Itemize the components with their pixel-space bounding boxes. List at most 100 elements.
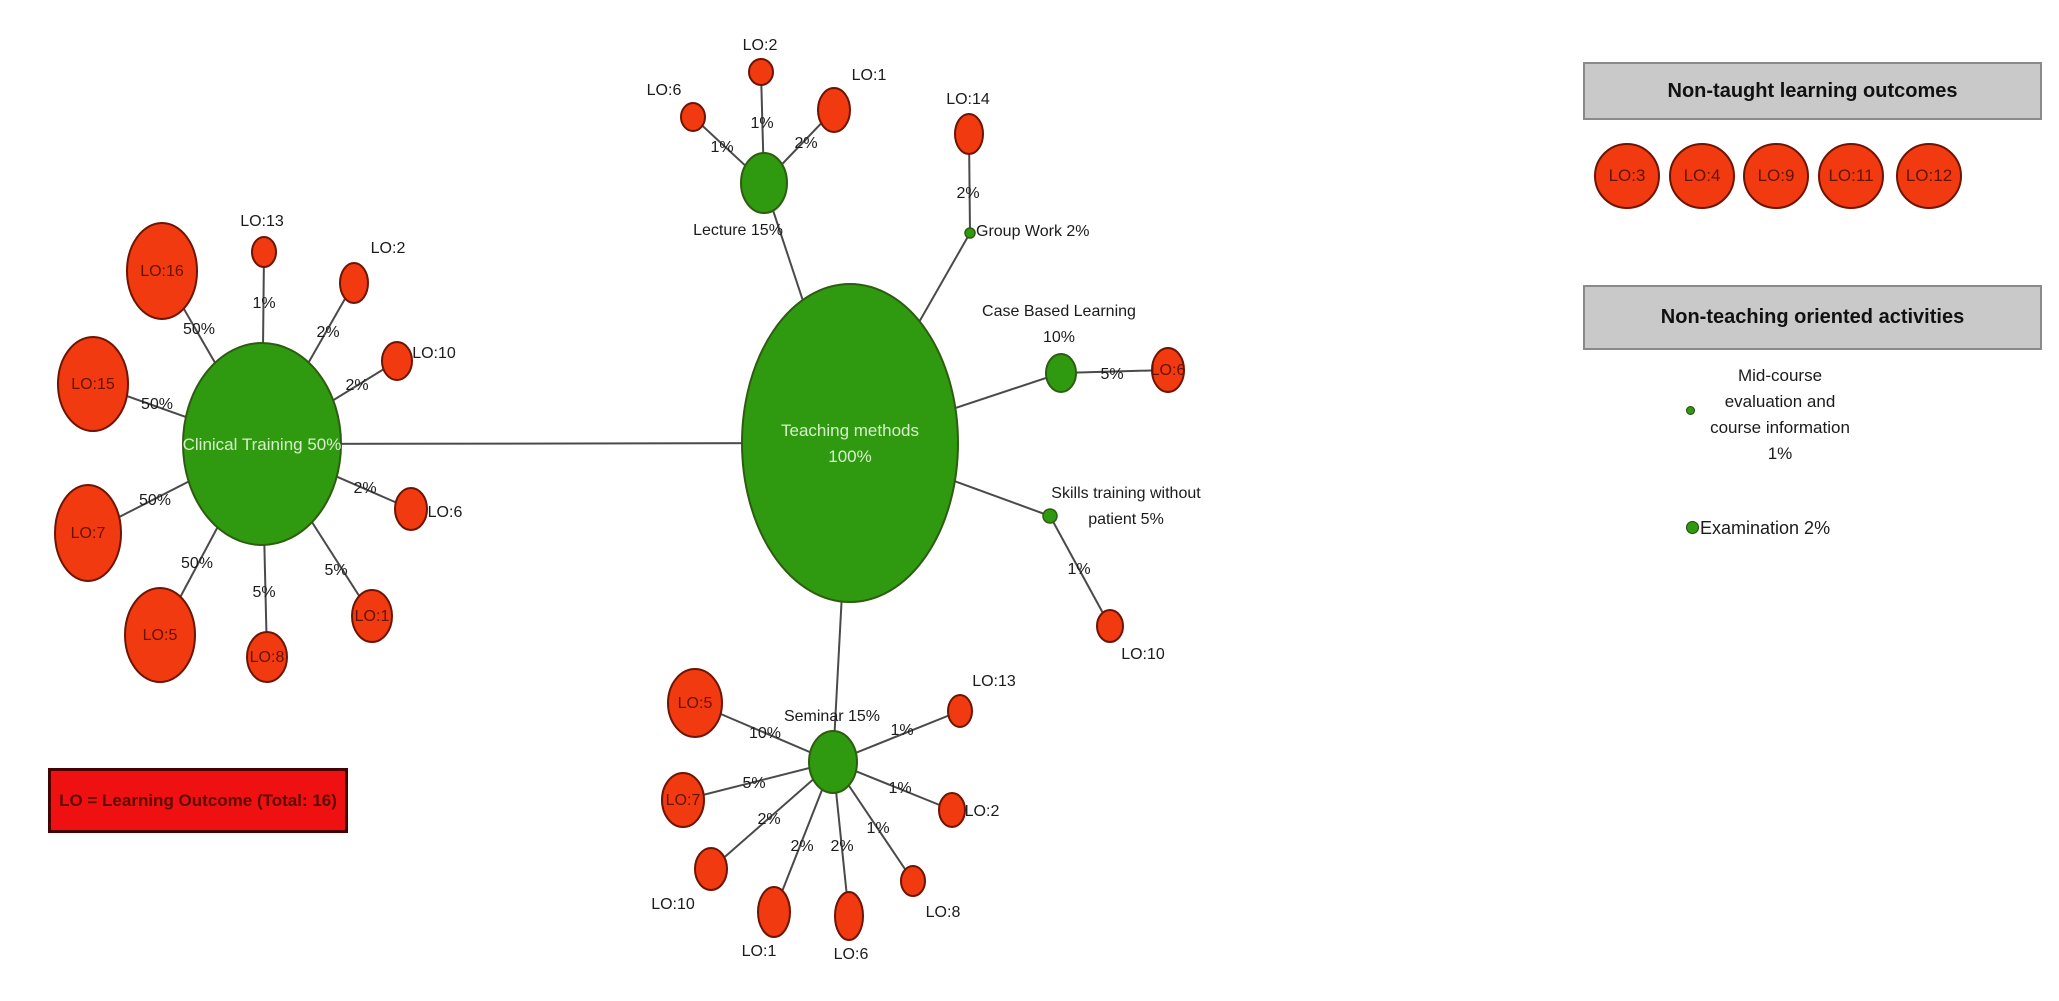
label-clinical: Clinical Training 50% — [183, 435, 342, 454]
label-m-lo1: LO:1 — [742, 943, 777, 960]
node-groupwork — [964, 227, 976, 239]
edge-label-skills-s-lo10: 1% — [1067, 561, 1090, 578]
examination-dot — [1686, 521, 1699, 534]
non-taught-lo-circle: LO:11 — [1818, 143, 1884, 209]
edge-label-lecture-l-lo6: 1% — [710, 139, 733, 156]
node-c-lo1 — [351, 589, 393, 643]
node-s-lo10 — [1096, 609, 1124, 643]
edge-label-lecture-l-lo1: 2% — [794, 135, 817, 152]
node-seminar — [808, 730, 858, 794]
edge-label-seminar-m-lo13: 1% — [890, 722, 913, 739]
node-l-lo2 — [748, 58, 774, 86]
node-m-lo13 — [947, 694, 973, 728]
label-groupwork: Group Work 2% — [976, 223, 1090, 240]
node-m-lo5 — [667, 668, 723, 738]
edge-label-clinical-c-lo7: 50% — [139, 492, 171, 509]
label-c-lo13: LO:13 — [240, 213, 284, 230]
edge-label-clinical-c-lo5: 50% — [181, 555, 213, 572]
edge-seminar-m-lo7 — [682, 761, 834, 801]
label-c-lo10: LO:10 — [412, 345, 456, 362]
edge-label-seminar-m-lo10: 2% — [757, 811, 780, 828]
edge-label-seminar-m-lo8: 1% — [866, 820, 889, 837]
non-taught-lo-circle: LO:9 — [1743, 143, 1809, 209]
label-seminar: Seminar 15% — [784, 708, 880, 725]
edge-label-seminar-m-lo6: 2% — [830, 838, 853, 855]
node-cbl — [1045, 353, 1077, 393]
label-m-lo7: LO:7 — [666, 792, 701, 809]
label-c-lo5: LO:5 — [143, 627, 178, 644]
label-m-lo10: LO:10 — [651, 896, 695, 913]
non-taught-header: Non-taught learning outcomes — [1583, 62, 2042, 120]
node-m-lo2 — [938, 792, 966, 828]
edge-label-clinical-c-lo10: 2% — [345, 377, 368, 394]
label-m-lo13: LO:13 — [972, 673, 1016, 690]
examination-activity: Examination 2% — [1700, 518, 1831, 538]
label-lecture: Lecture 15% — [693, 222, 783, 239]
node-m-lo1 — [757, 886, 791, 938]
node-b-lo6 — [1151, 347, 1185, 393]
edge-label-lecture-l-lo2: 1% — [750, 115, 773, 132]
non-taught-lo-circle: LO:3 — [1594, 143, 1660, 209]
non-taught-lo-circle: LO:4 — [1669, 143, 1735, 209]
node-c-lo5 — [124, 587, 196, 683]
label-cbl: Case Based Learning 10% — [982, 303, 1136, 346]
node-c-lo15 — [57, 336, 129, 432]
node-skills — [1042, 508, 1058, 524]
edge-label-clinical-c-lo15: 50% — [141, 396, 173, 413]
edge-label-seminar-m-lo1: 2% — [790, 838, 813, 855]
edge-label-clinical-c-lo6: 2% — [353, 480, 376, 497]
label-c-lo6: LO:6 — [428, 504, 463, 521]
edge-skills-s-lo10 — [1049, 515, 1111, 627]
edge-label-clinical-c-lo8: 5% — [252, 584, 275, 601]
label-l-lo2: LO:2 — [743, 37, 778, 54]
label-c-lo7: LO:7 — [71, 525, 106, 542]
label-m-lo6: LO:6 — [834, 946, 869, 963]
node-c-lo6 — [394, 487, 428, 531]
edge-label-cbl-b-lo6: 5% — [1100, 366, 1123, 383]
node-c-lo2 — [339, 262, 369, 304]
node-c-lo7 — [54, 484, 122, 582]
node-teaching — [741, 283, 959, 603]
midcourse-evaluation-activity: Mid-course evaluation and course informa… — [1710, 366, 1850, 463]
label-skills: Skills training without patient 5% — [1051, 485, 1201, 528]
edge-label-clinical-c-lo16: 50% — [183, 321, 215, 338]
edge-label-seminar-m-lo2: 1% — [888, 780, 911, 797]
node-l-lo1 — [817, 87, 851, 133]
node-c-lo10 — [381, 341, 413, 381]
label-c-lo8: LO:8 — [250, 649, 285, 666]
node-clinical — [182, 342, 342, 546]
node-c-lo13 — [251, 236, 277, 268]
node-m-lo6 — [834, 891, 864, 941]
legend-box: LO = Learning Outcome (Total: 16) — [48, 768, 348, 833]
node-g-lo14 — [954, 113, 984, 155]
label-b-lo6: LO:6 — [1151, 362, 1186, 379]
node-m-lo7 — [661, 772, 705, 828]
label-m-lo5: LO:5 — [678, 695, 713, 712]
label-c-lo1: LO:1 — [355, 608, 390, 625]
node-lecture — [740, 152, 788, 214]
label-m-lo8: LO:8 — [926, 904, 961, 921]
label-c-lo15: LO:15 — [71, 376, 115, 393]
edge-label-seminar-m-lo5: 10% — [749, 725, 781, 742]
label-m-lo2: LO:2 — [965, 803, 1000, 820]
node-l-lo6 — [680, 102, 706, 132]
node-m-lo10 — [694, 847, 728, 891]
node-m-lo8 — [900, 865, 926, 897]
node-c-lo16 — [126, 222, 198, 320]
edge-label-seminar-m-lo7: 5% — [742, 775, 765, 792]
label-teaching: Teaching methods 100% — [781, 421, 919, 466]
non-taught-lo-circle: LO:12 — [1896, 143, 1962, 209]
node-c-lo8 — [246, 631, 288, 683]
label-s-lo10: LO:10 — [1121, 646, 1165, 663]
edge-label-clinical-c-lo13: 1% — [252, 295, 275, 312]
edge-label-groupwork-g-lo14: 2% — [956, 185, 979, 202]
label-g-lo14: LO:14 — [946, 91, 990, 108]
label-c-lo16: LO:16 — [140, 263, 184, 280]
label-l-lo1: LO:1 — [852, 67, 887, 84]
edge-label-clinical-c-lo2: 2% — [316, 324, 339, 341]
midcourse-evaluation-dot — [1686, 406, 1695, 415]
label-l-lo6: LO:6 — [647, 82, 682, 99]
edge-cbl-b-lo6 — [1060, 369, 1169, 374]
